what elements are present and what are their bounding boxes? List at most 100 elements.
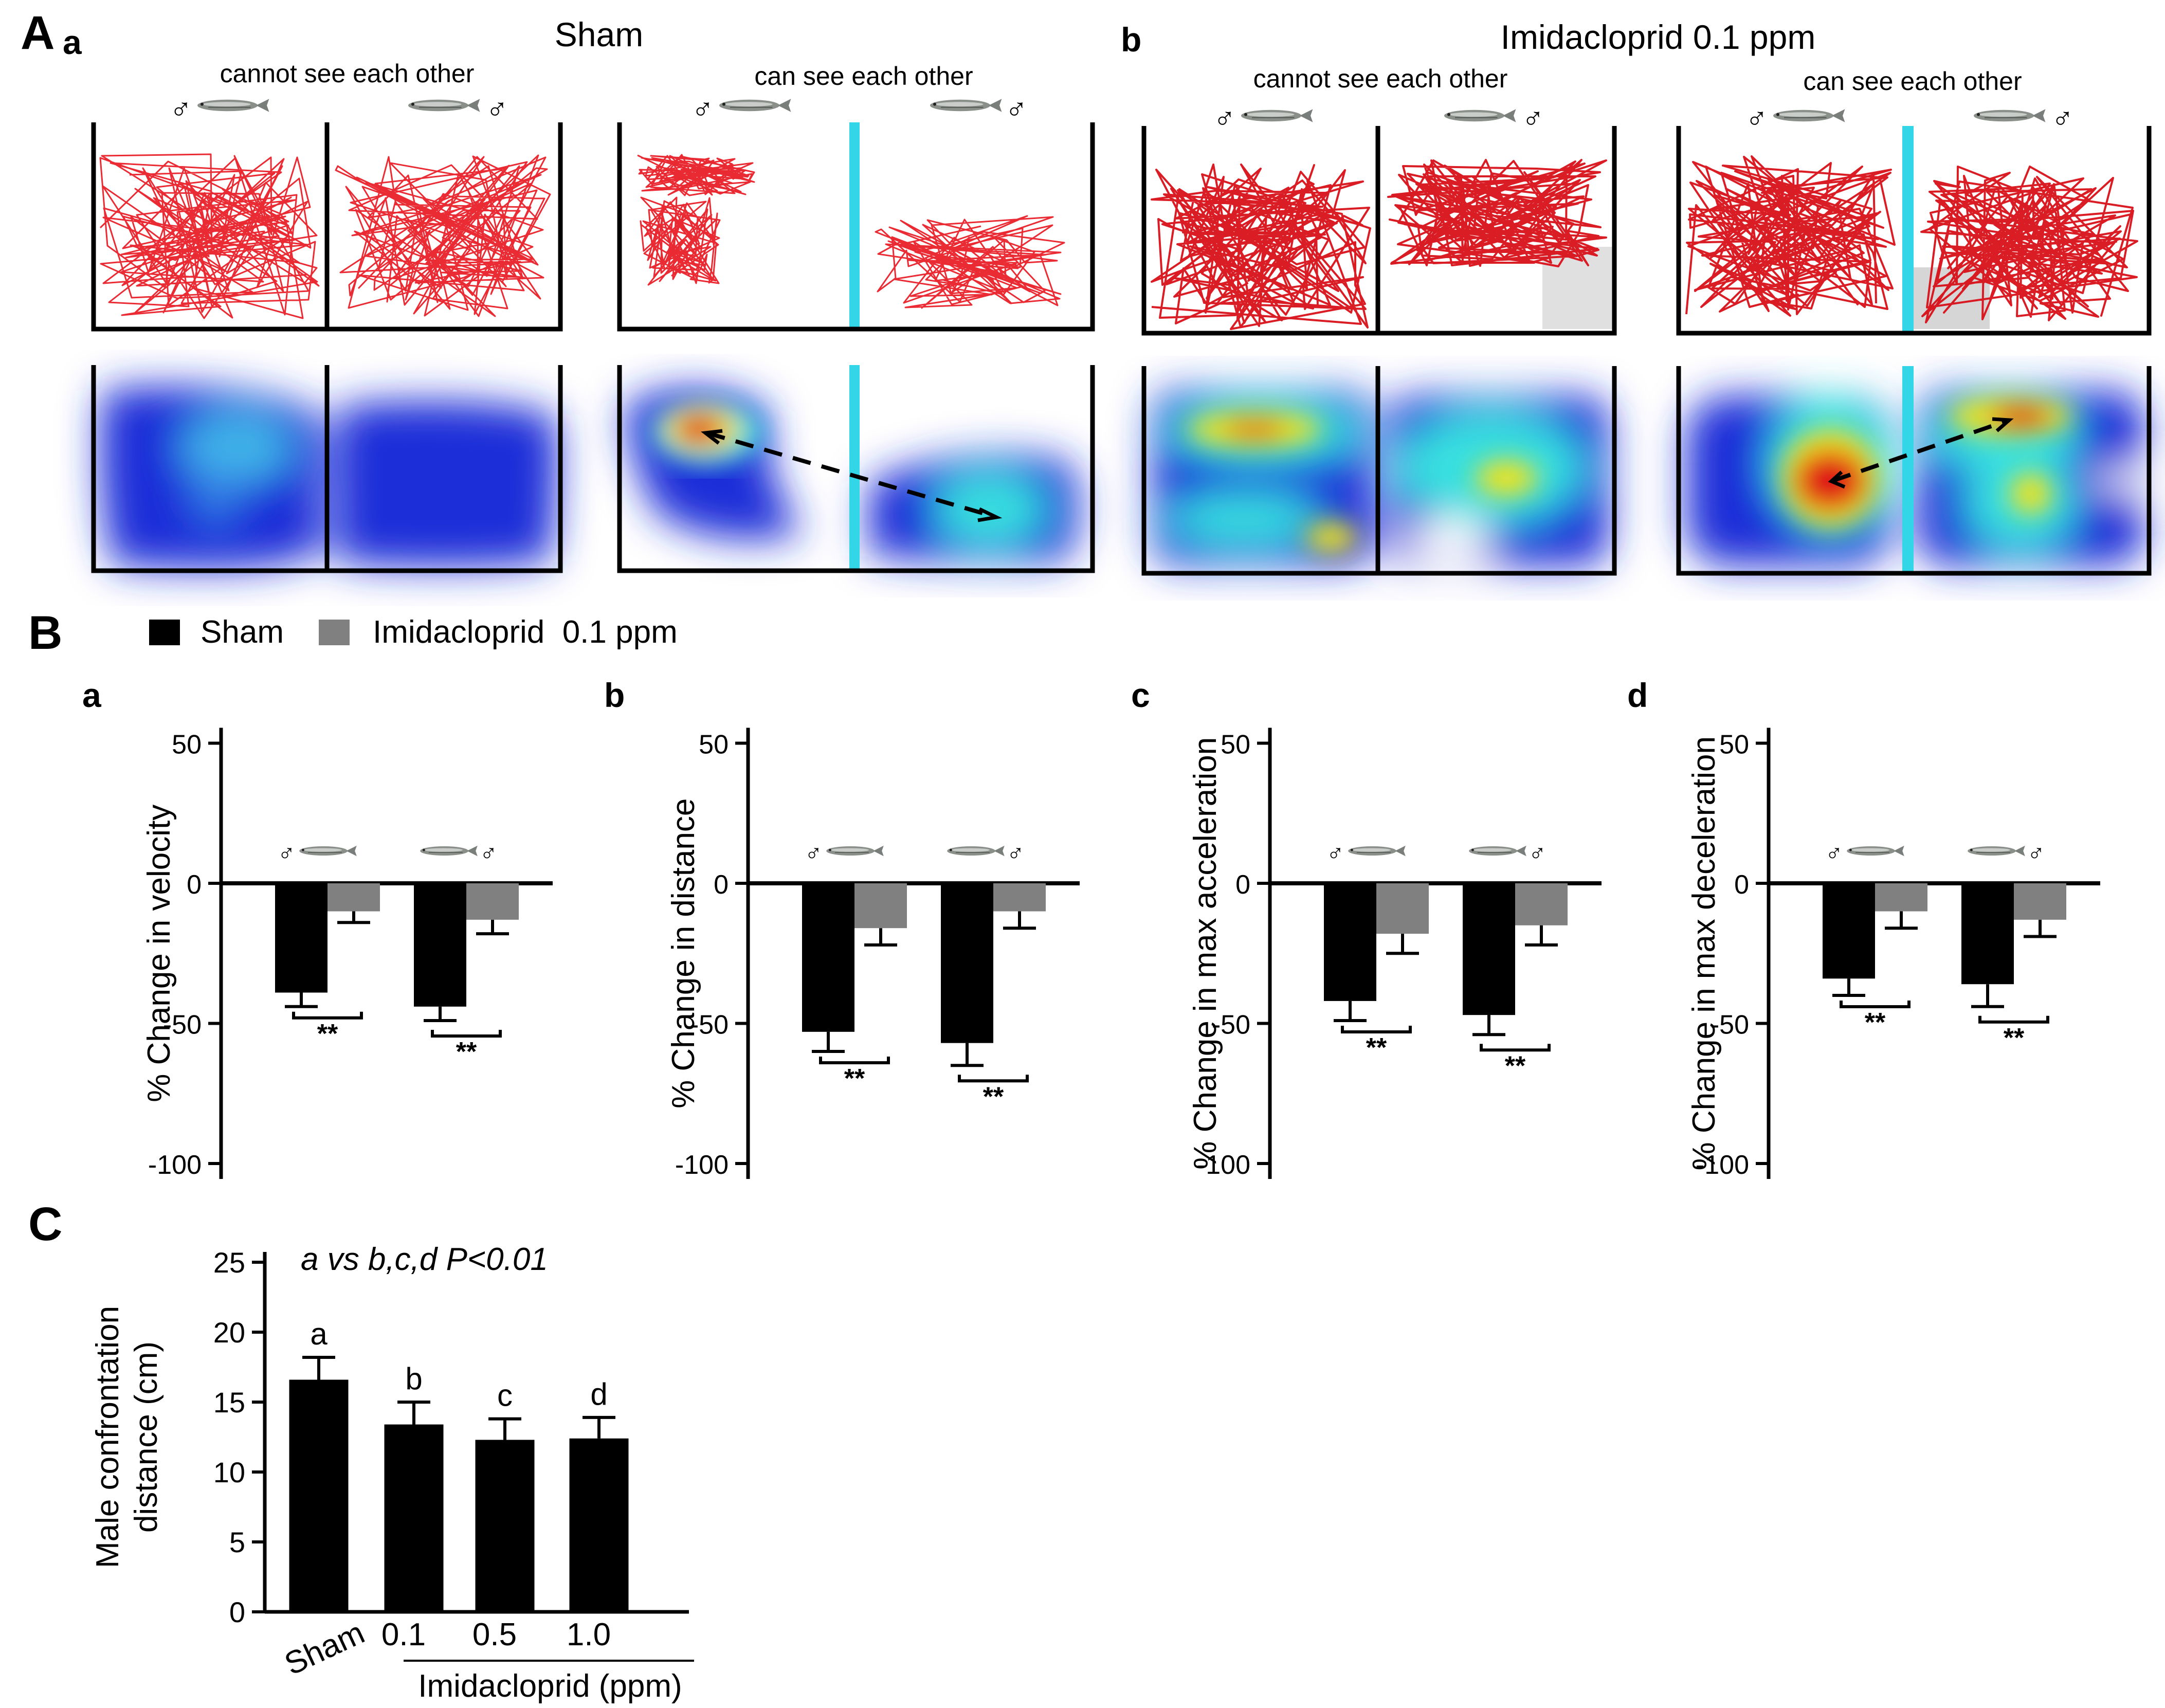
legend-swatch-imidacloprid [319,620,350,645]
significance-bracket [1480,1044,1551,1052]
bar-sham [1823,883,1875,979]
y-axis-label: distance (cm) [129,1341,164,1533]
bar-imidacloprid [328,883,380,912]
significance-bracket [819,1057,890,1064]
male-symbol: ♂ [1529,840,1547,866]
imidacloprid-group-label: Imidacloprid (ppm) [418,1668,682,1704]
significance-bracket [1840,1001,1911,1008]
error-bar [2024,919,2057,938]
significance-label: ** [1366,1033,1387,1063]
bar-imidacloprid [2014,883,2066,920]
bar-imidacloprid [854,883,907,929]
error-bar [951,1043,984,1067]
title-sham: Sham [555,15,643,53]
heatmap-sham-cannot [91,365,563,573]
panel-a: A a b Sham Imidacloprid 0.1 ppm cannot s… [21,7,2154,576]
zebrafish-icon [1973,108,2046,123]
cond-label-sham-can: can see each other [754,62,973,90]
y-tick-label: 5 [229,1526,245,1558]
male-symbol: ♂ [1326,840,1344,866]
heatmap-imid-can [1676,366,2154,576]
panel-a-label: A [21,7,54,59]
y-tick-label: -100 [675,1150,729,1180]
y-tick-label: -50 [1212,1010,1250,1040]
panel-b-label: B [28,607,62,659]
bar-imidacloprid [1875,883,1927,912]
error-bar [302,1355,335,1380]
y-tick-label: -100 [148,1150,202,1180]
male-symbol: ♂ [170,93,192,126]
zebrafish-icon [1443,108,1517,123]
error-bar [1472,1015,1505,1037]
male-symbol: ♂ [1522,102,1544,135]
bar-sham [802,883,854,1032]
y-tick-label: 0 [1734,870,1749,900]
track-box-imid-can [1676,126,2152,336]
legend-swatch-sham [149,620,180,645]
panel-c: C a vs b,c,d P<0.01 0 5 10 15 20 25 Male confr… [28,1198,694,1704]
error-bar [864,928,897,947]
error-bar [337,911,370,924]
zebrafish-icon [1348,845,1406,857]
male-symbol: ♂ [1745,102,1768,135]
y-axis-label: % Change in velocity [141,805,177,1102]
swim-track [637,154,755,196]
significance-label: ** [456,1037,477,1067]
track-box-sham-can [617,122,1095,332]
track-box-imid-cannot [1141,126,1617,336]
male-symbol: ♂ [805,840,823,866]
x-tick-label: Sham [279,1615,370,1682]
significance-bracket [1341,1026,1412,1034]
error-bar [1334,1001,1367,1023]
y-axis-label: % Change in max deceleration [1686,736,1722,1170]
y-tick-label: -50 [1711,1010,1749,1040]
male-symbol: ♂ [480,840,498,866]
significance-bracket [958,1075,1029,1083]
male-symbol: ♂ [1005,93,1028,126]
swim-track [875,215,1065,309]
legend: Sham Imidacloprid 0.1 ppm [149,614,678,650]
y-axis-label: % Change in distance [666,798,701,1109]
error-bar [476,919,509,936]
divider-transparent [849,122,860,329]
error-bar [1386,934,1419,955]
y-tick-label: 50 [1221,730,1250,760]
y-tick-label: 0 [229,1596,245,1628]
y-tick-label: 25 [213,1246,245,1279]
zebrafish-icon [1967,845,2026,857]
y-axis-label: % Change in max acceleration [1188,737,1223,1170]
male-symbol: ♂ [1213,102,1236,135]
panel-a-sub-a: a [63,23,82,61]
swim-track [1920,166,2138,323]
error-bar [1003,911,1036,930]
bar-letter: d [590,1377,607,1411]
zebrafish-icon [407,98,481,113]
track-box-sham-cannot [91,122,563,332]
significance-label: ** [983,1082,1004,1112]
male-symbol: ♂ [486,93,508,126]
bar-letter: c [497,1378,513,1413]
error-bar [812,1031,845,1053]
cond-label-imid-cannot: cannot see each other [1253,64,1508,93]
error-bar [583,1415,615,1439]
bar-sham [941,883,993,1043]
zebrafish-icon [196,98,270,113]
title-imidacloprid: Imidacloprid 0.1 ppm [1501,18,1816,56]
significance-label: ** [2004,1023,2025,1053]
zebrafish-icon [826,845,884,857]
swim-track [1151,163,1371,330]
significance-label: ** [1505,1051,1526,1081]
zebrafish-icon [947,845,1005,857]
cond-label-sham-cannot: cannot see each other [220,59,475,88]
error-bar [1971,984,2004,1008]
y-axis-label: Male confrontation [90,1306,125,1568]
bar [569,1438,629,1612]
heatmap-sham-can [617,365,1095,573]
panel-a-sub-b: b [1121,21,1141,59]
swim-track [1387,159,1607,267]
error-bar [1885,911,1918,930]
male-fish-markers: ♂ ♂ ♂ ♂ ♂ ♂ ♂ ♂ [170,93,2074,135]
subpanel-label: b [604,676,625,714]
bar-imidacloprid [1515,883,1568,925]
